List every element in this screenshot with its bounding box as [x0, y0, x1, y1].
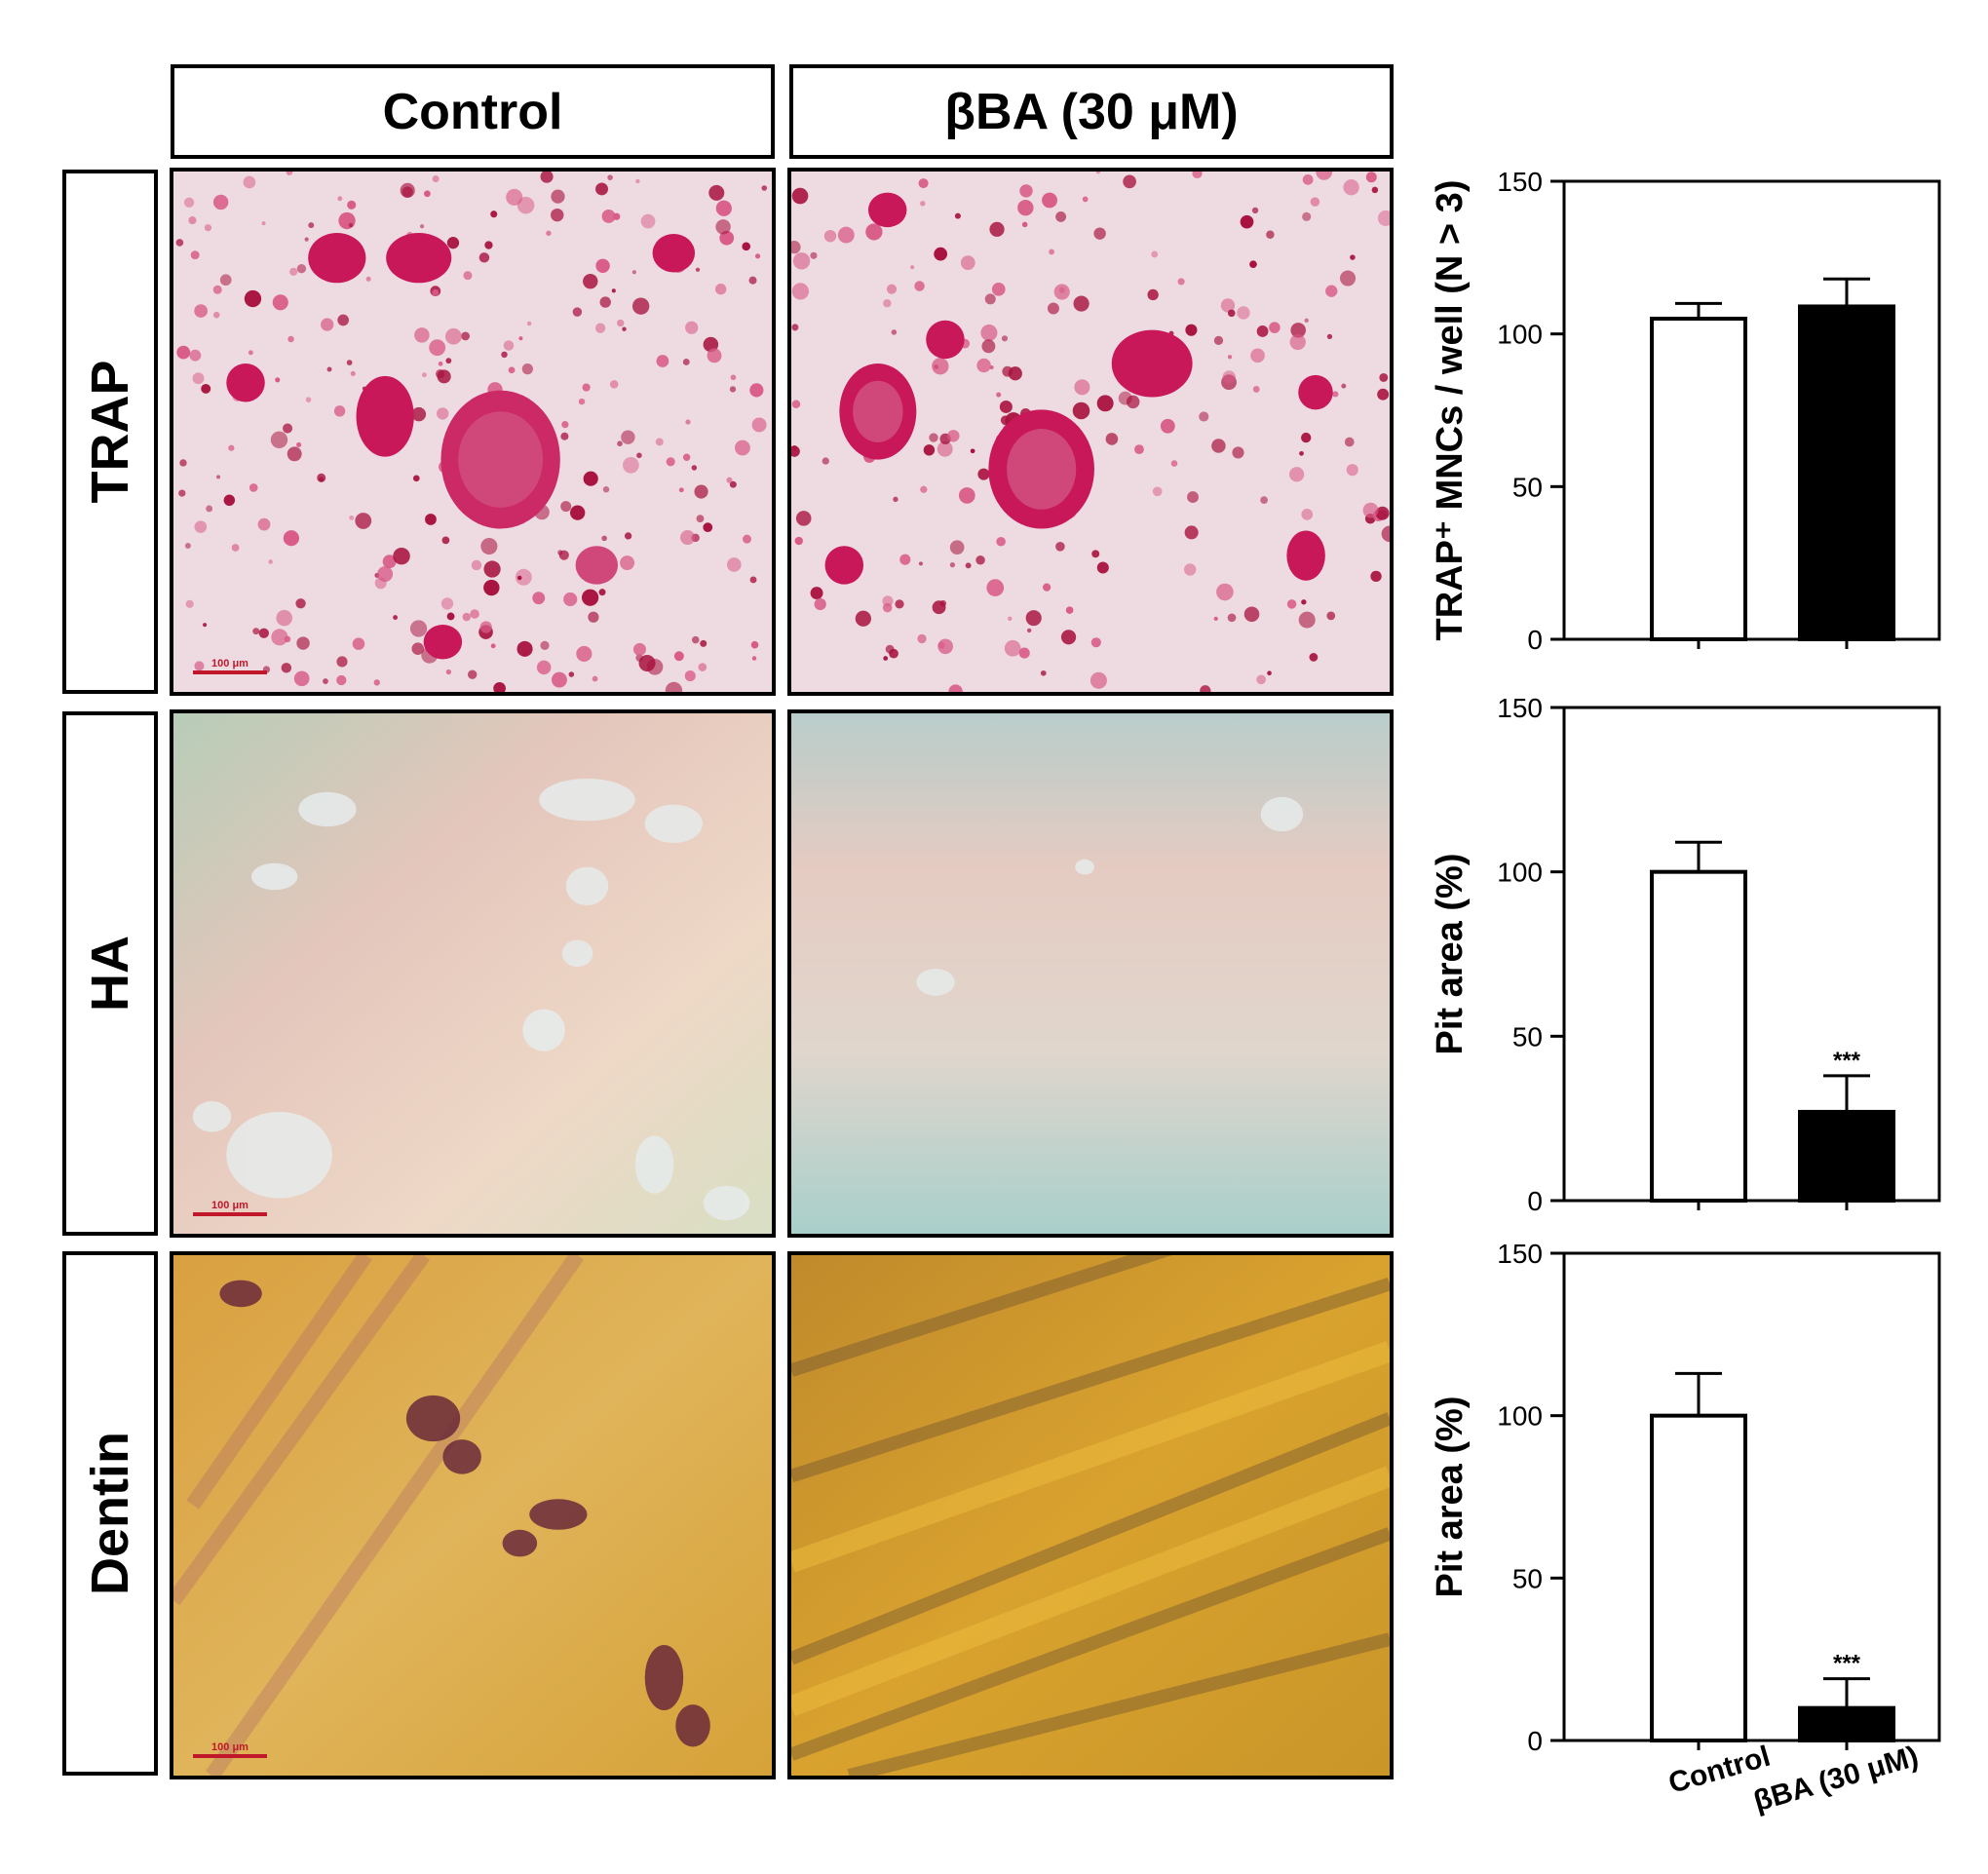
bar-control — [1650, 869, 1747, 1204]
chart-dentin-pit-area: 0 50 100 150 Pit area (%) Control *** βBA (30 μ… — [1413, 1238, 1959, 1861]
plot-frame — [1562, 1251, 1941, 1742]
dentin-treated-texture — [791, 1255, 1390, 1776]
row-label-trap: TRAP — [62, 170, 158, 694]
trap-control-texture — [173, 172, 772, 692]
micrograph-trap-treated — [787, 168, 1394, 696]
y-tick-label: 150 — [1497, 167, 1543, 197]
y-tick-label: 0 — [1527, 1186, 1543, 1216]
row-label-dentin-text: Dentin — [81, 1432, 139, 1595]
y-tick-label: 150 — [1497, 693, 1543, 723]
column-header-treated-label: βBA (30 μM) — [944, 83, 1239, 140]
bar-treated — [1798, 1705, 1895, 1742]
micrograph-dentin-control: 100 μm — [170, 1251, 776, 1779]
micrograph-trap-control: 100 μm — [170, 168, 776, 696]
plot-frame — [1562, 706, 1941, 1203]
ha-control-texture — [173, 713, 772, 1234]
y-axis-label: Pit area (%) — [1430, 854, 1471, 1055]
row-label-ha-text: HA — [81, 936, 139, 1012]
column-header-control-label: Control — [382, 83, 563, 140]
dentin-control-texture — [173, 1255, 772, 1776]
ha-treated-texture — [791, 713, 1390, 1234]
micrograph-ha-control: 100 μm — [170, 709, 776, 1238]
micrograph-dentin-treated — [787, 1251, 1394, 1779]
bar-control — [1650, 1413, 1747, 1743]
y-tick-label: 150 — [1497, 1239, 1543, 1269]
chart-trap-count: 0 50 100 150 TRAP⁺ MNCs / well (N > 3) — [1413, 166, 1959, 672]
y-tick-label: 100 — [1497, 1401, 1543, 1432]
y-tick-label: 100 — [1497, 858, 1543, 888]
chart-ha-pit-area-svg: 0 50 100 150 Pit area (%) *** — [1430, 693, 1941, 1216]
scale-bar-ha: 100 μm — [193, 1200, 267, 1216]
y-tick-label: 50 — [1512, 472, 1543, 502]
chart-ha-pit-area: 0 50 100 150 Pit area (%) *** — [1413, 682, 1959, 1228]
column-header-treated: βBA (30 μM) — [789, 64, 1394, 159]
bar-treated — [1798, 304, 1895, 641]
plot-frame — [1562, 179, 1941, 641]
micrograph-ha-treated — [787, 709, 1394, 1238]
row-label-trap-text: TRAP — [81, 360, 139, 504]
y-axis-label: Pit area (%) — [1430, 1396, 1471, 1598]
y-tick-label: 50 — [1512, 1563, 1543, 1593]
significance-marker: *** — [1833, 1048, 1861, 1074]
significance-marker: *** — [1833, 1651, 1861, 1677]
y-tick-label: 0 — [1527, 625, 1543, 655]
x-category-label: βBA (30 μM) — [1750, 1740, 1922, 1818]
y-tick-label: 100 — [1497, 320, 1543, 350]
column-header-control: Control — [171, 64, 775, 159]
trap-treated-texture — [791, 172, 1390, 692]
scale-bar-dentin: 100 μm — [193, 1741, 267, 1758]
row-label-dentin: Dentin — [62, 1251, 158, 1776]
row-label-ha: HA — [62, 711, 158, 1236]
y-axis-label: TRAP⁺ MNCs / well (N > 3) — [1430, 180, 1471, 641]
chart-trap-count-svg: 0 50 100 150 TRAP⁺ MNCs / well (N > 3) — [1430, 167, 1941, 655]
bar-treated — [1798, 1109, 1895, 1204]
bar-control — [1650, 317, 1747, 641]
y-tick-label: 0 — [1527, 1726, 1543, 1756]
scale-bar-trap: 100 μm — [193, 658, 267, 674]
y-tick-label: 50 — [1512, 1021, 1543, 1052]
